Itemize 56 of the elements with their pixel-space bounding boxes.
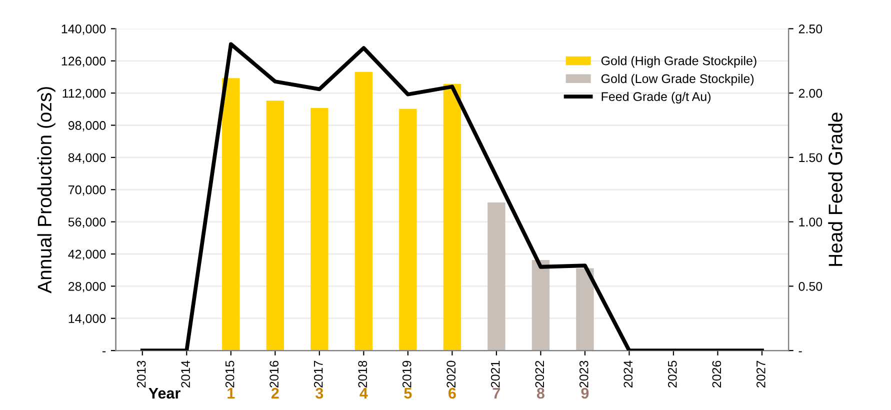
text: Year	[148, 388, 180, 399]
y-tick-label: 98,000	[68, 121, 106, 132]
y-tick-label: 42,000	[68, 250, 106, 260]
text: 2	[271, 388, 279, 398]
y-tick-label: 140,000	[62, 24, 106, 35]
legend-label: Gold (High Grade Stockpile)	[601, 56, 756, 68]
text: 5	[404, 388, 412, 399]
x-tick-label: 2016	[270, 360, 279, 388]
y-axis-title: Annual Production (ozs)	[37, 87, 56, 294]
text: 6	[448, 388, 456, 399]
bar	[576, 268, 594, 351]
y2-tick-label: 2.50	[798, 24, 822, 34]
y2-axis-title: Head Feed Grade	[828, 112, 842, 266]
y-tick-label: 70,000	[68, 185, 106, 196]
bar	[399, 108, 417, 351]
x-tick-label: 2020	[446, 360, 456, 388]
bar	[532, 260, 550, 351]
x-tick-label: 2013	[136, 360, 146, 388]
y-tick-label: 126,000	[62, 56, 106, 68]
y-tick-label: 56,000	[68, 218, 106, 228]
text: 9	[581, 388, 589, 399]
bar	[266, 100, 284, 351]
text: 3	[316, 388, 324, 399]
bar	[488, 202, 506, 351]
bar	[310, 108, 328, 351]
x-tick-label: 2024	[624, 360, 633, 388]
x-tick-label: 2014	[181, 360, 190, 388]
legend-label: Gold (Low Grade Stockpile)	[601, 74, 754, 86]
x-tick-label: 2015	[225, 360, 234, 388]
x-tick-label: 2022	[535, 360, 544, 388]
y-tick-label: 14,000	[68, 314, 106, 324]
y-tick-label: -	[102, 351, 106, 352]
y-tick-label: 112,000	[62, 88, 106, 100]
x-tick-label: 2023	[579, 360, 588, 388]
x-tick-label: 2021	[490, 360, 500, 388]
text: 7	[492, 388, 500, 398]
y-tick-label: 84,000	[68, 153, 106, 164]
text: 1	[228, 388, 235, 398]
x-tick-label: 2027	[756, 360, 766, 388]
y2-tick-label: 1.00	[799, 218, 822, 226]
legend-label: Feed Grade (g/t Au)	[602, 92, 710, 104]
x-tick-label: 2018	[358, 360, 368, 388]
y2-tick-label: 2.00	[798, 88, 822, 98]
y2-tick-label: -	[798, 351, 802, 352]
x-tick-label: 2025	[668, 360, 677, 388]
y-tick-label: 28,000	[68, 282, 106, 292]
x-tick-label: 2026	[712, 360, 722, 388]
y2-tick-label: 1.50	[799, 153, 822, 162]
text: 4	[360, 388, 368, 398]
bar	[354, 72, 373, 351]
bar	[222, 78, 240, 351]
text: 8	[536, 388, 544, 399]
y2-tick-label: 0.50	[798, 282, 822, 291]
x-tick-label: 2019	[402, 360, 412, 388]
x-tick-label: 2017	[314, 360, 323, 388]
bar	[443, 84, 462, 351]
